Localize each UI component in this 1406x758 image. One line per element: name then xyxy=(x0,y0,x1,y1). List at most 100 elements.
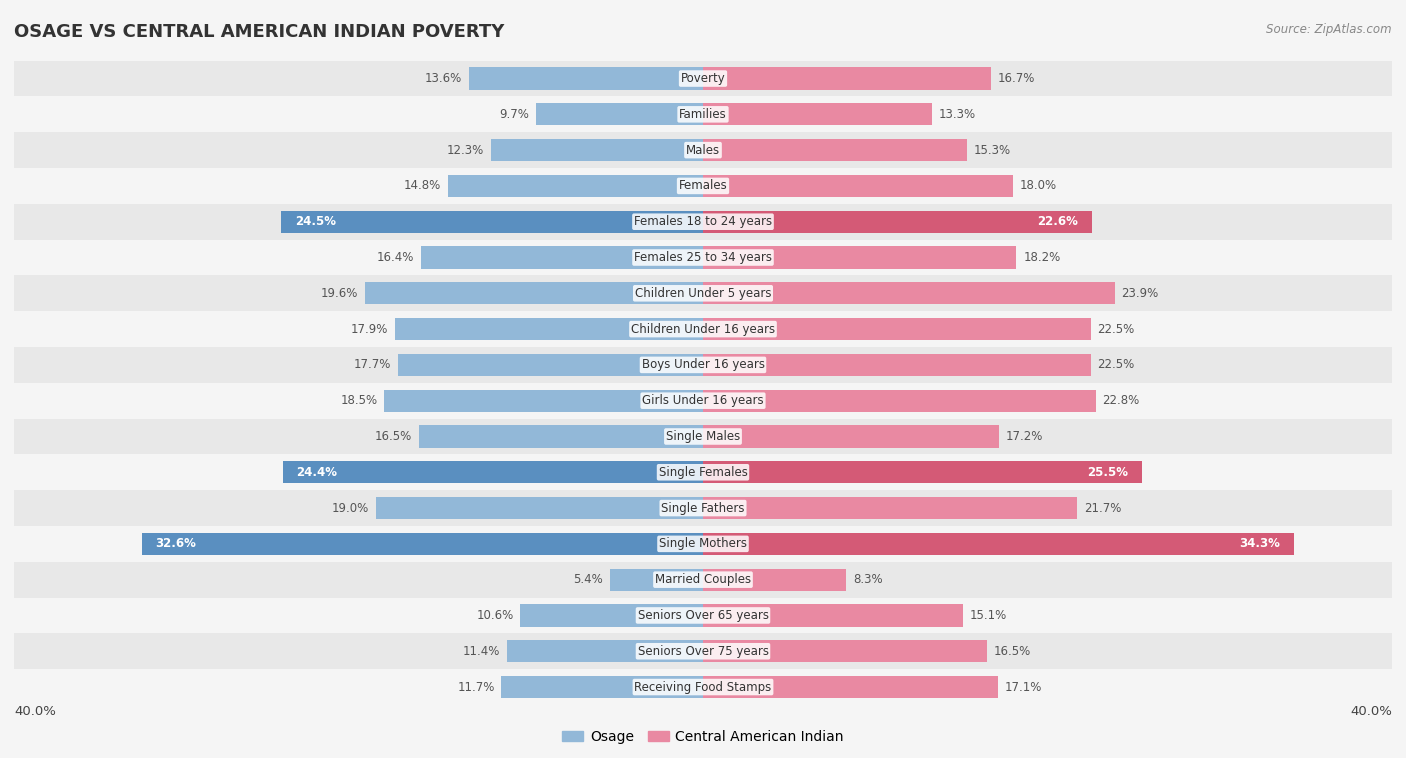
Text: 12.3%: 12.3% xyxy=(447,143,484,157)
Bar xyxy=(366,282,703,305)
Text: 24.4%: 24.4% xyxy=(297,465,337,479)
Bar xyxy=(703,676,997,698)
Text: 17.2%: 17.2% xyxy=(1007,430,1043,443)
Bar xyxy=(14,490,1392,526)
Bar xyxy=(14,312,1392,347)
Text: 16.4%: 16.4% xyxy=(377,251,413,264)
Bar xyxy=(610,568,703,590)
Text: Females 25 to 34 years: Females 25 to 34 years xyxy=(634,251,772,264)
Bar xyxy=(14,240,1392,275)
Bar xyxy=(703,175,1012,197)
Text: 21.7%: 21.7% xyxy=(1084,502,1121,515)
Text: 22.5%: 22.5% xyxy=(1098,359,1135,371)
Bar xyxy=(14,96,1392,132)
Text: Single Mothers: Single Mothers xyxy=(659,537,747,550)
Text: 13.6%: 13.6% xyxy=(425,72,461,85)
Text: Single Males: Single Males xyxy=(666,430,740,443)
Bar xyxy=(703,568,846,590)
Bar xyxy=(14,168,1392,204)
Bar xyxy=(703,139,966,161)
Text: Males: Males xyxy=(686,143,720,157)
Bar xyxy=(419,425,703,447)
Text: Single Females: Single Females xyxy=(658,465,748,479)
Text: 34.3%: 34.3% xyxy=(1239,537,1279,550)
Text: 22.6%: 22.6% xyxy=(1038,215,1078,228)
Legend: Osage, Central American Indian: Osage, Central American Indian xyxy=(557,725,849,750)
Bar xyxy=(384,390,703,412)
Bar xyxy=(14,418,1392,454)
Text: 17.7%: 17.7% xyxy=(354,359,391,371)
Text: Seniors Over 65 years: Seniors Over 65 years xyxy=(637,609,769,622)
Bar xyxy=(703,533,1294,555)
Bar xyxy=(536,103,703,125)
Bar xyxy=(375,497,703,519)
Text: 17.9%: 17.9% xyxy=(350,323,388,336)
Text: 15.3%: 15.3% xyxy=(973,143,1011,157)
Bar xyxy=(703,67,991,89)
Text: 16.5%: 16.5% xyxy=(994,645,1032,658)
Text: OSAGE VS CENTRAL AMERICAN INDIAN POVERTY: OSAGE VS CENTRAL AMERICAN INDIAN POVERTY xyxy=(14,23,505,41)
Bar xyxy=(14,347,1392,383)
Text: 19.0%: 19.0% xyxy=(332,502,368,515)
Text: 23.9%: 23.9% xyxy=(1122,287,1159,300)
Bar xyxy=(395,318,703,340)
Text: 19.6%: 19.6% xyxy=(321,287,359,300)
Bar xyxy=(703,604,963,627)
Text: 18.2%: 18.2% xyxy=(1024,251,1060,264)
Bar xyxy=(283,461,703,484)
Text: Poverty: Poverty xyxy=(681,72,725,85)
Bar xyxy=(468,67,703,89)
Text: Source: ZipAtlas.com: Source: ZipAtlas.com xyxy=(1267,23,1392,36)
Text: 17.1%: 17.1% xyxy=(1004,681,1042,694)
Text: 11.7%: 11.7% xyxy=(457,681,495,694)
Bar xyxy=(142,533,703,555)
Bar xyxy=(14,634,1392,669)
Text: 16.5%: 16.5% xyxy=(374,430,412,443)
Bar xyxy=(703,354,1091,376)
Bar xyxy=(703,461,1142,484)
Text: Boys Under 16 years: Boys Under 16 years xyxy=(641,359,765,371)
Text: 24.5%: 24.5% xyxy=(295,215,336,228)
Text: Married Couples: Married Couples xyxy=(655,573,751,586)
Text: Children Under 16 years: Children Under 16 years xyxy=(631,323,775,336)
Bar xyxy=(14,454,1392,490)
Text: 18.5%: 18.5% xyxy=(340,394,377,407)
Text: Females 18 to 24 years: Females 18 to 24 years xyxy=(634,215,772,228)
Text: 11.4%: 11.4% xyxy=(463,645,499,658)
Text: Children Under 5 years: Children Under 5 years xyxy=(634,287,772,300)
Bar xyxy=(14,597,1392,634)
Bar xyxy=(703,425,1000,447)
Bar xyxy=(449,175,703,197)
Bar xyxy=(703,390,1095,412)
Text: 15.1%: 15.1% xyxy=(970,609,1007,622)
Text: Females: Females xyxy=(679,180,727,193)
Bar xyxy=(398,354,703,376)
Text: 25.5%: 25.5% xyxy=(1087,465,1129,479)
Bar xyxy=(506,641,703,662)
Bar xyxy=(520,604,703,627)
Bar xyxy=(14,526,1392,562)
Bar xyxy=(14,204,1392,240)
Text: 14.8%: 14.8% xyxy=(404,180,441,193)
Text: Seniors Over 75 years: Seniors Over 75 years xyxy=(637,645,769,658)
Text: 22.5%: 22.5% xyxy=(1098,323,1135,336)
Text: 5.4%: 5.4% xyxy=(574,573,603,586)
Bar xyxy=(502,676,703,698)
Text: 40.0%: 40.0% xyxy=(14,705,56,718)
Text: 8.3%: 8.3% xyxy=(853,573,883,586)
Bar xyxy=(14,275,1392,312)
Text: Families: Families xyxy=(679,108,727,121)
Bar xyxy=(14,562,1392,597)
Text: 18.0%: 18.0% xyxy=(1019,180,1057,193)
Text: 40.0%: 40.0% xyxy=(1350,705,1392,718)
Bar xyxy=(491,139,703,161)
Text: Receiving Food Stamps: Receiving Food Stamps xyxy=(634,681,772,694)
Bar xyxy=(703,103,932,125)
Bar xyxy=(703,318,1091,340)
Bar xyxy=(14,61,1392,96)
Bar xyxy=(703,282,1115,305)
Text: 22.8%: 22.8% xyxy=(1102,394,1140,407)
Bar xyxy=(420,246,703,268)
Text: 32.6%: 32.6% xyxy=(155,537,197,550)
Bar xyxy=(281,211,703,233)
